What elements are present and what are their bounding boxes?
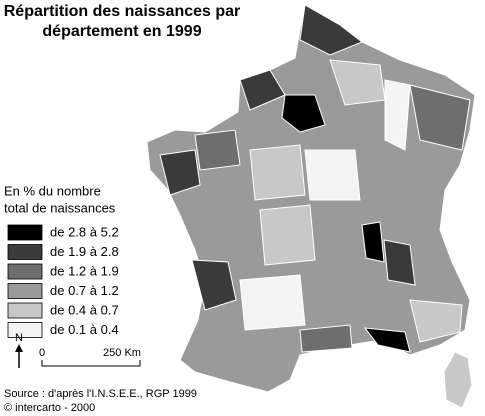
title: Répartition des naissances par: [4, 3, 241, 20]
legend-label: de 0.1 à 0.4: [50, 322, 119, 337]
region: [194, 129, 241, 171]
region: [159, 149, 201, 196]
legend-swatch: [7, 244, 43, 260]
scale-end: 250 Km: [103, 347, 141, 359]
copyright: © intercarto - 2000: [4, 402, 95, 414]
legend-label: de 0.7 à 1.2: [50, 283, 119, 298]
legend-swatch: [7, 322, 43, 338]
region: [363, 327, 411, 353]
legend-title: total de naissances: [4, 200, 116, 215]
scale-bar: [41, 360, 141, 367]
region: [299, 324, 353, 353]
legend-label: de 0.4 à 0.7: [50, 302, 119, 317]
legend-swatch: [7, 224, 43, 241]
region: [281, 94, 326, 133]
region: [361, 221, 385, 263]
scale-start: 0: [39, 347, 45, 359]
legend-label: de 1.2 à 1.9: [50, 263, 119, 278]
france-map: [146, 4, 476, 409]
corsica: [443, 351, 473, 409]
region: [191, 259, 237, 311]
scale-bar-line: [41, 360, 141, 367]
legend-swatch: [7, 263, 43, 280]
region: [239, 274, 306, 331]
legend-swatch: [7, 302, 43, 319]
region: [383, 239, 416, 286]
title: département en 1999: [42, 23, 201, 40]
region: [259, 204, 316, 266]
north-arrow: [15, 344, 23, 368]
legend-label: de 1.9 à 2.8: [50, 244, 119, 259]
north-arrow-head: [15, 344, 23, 352]
region: [249, 144, 306, 201]
north-label: N: [15, 332, 23, 344]
legend-swatch: [7, 283, 43, 299]
region: [304, 149, 361, 201]
region: [409, 84, 471, 151]
legend-title: En % du nombre: [4, 183, 101, 198]
region: [384, 79, 411, 151]
region: [299, 4, 363, 56]
legend-label: de 2.8 à 5.2: [50, 224, 119, 239]
region: [409, 299, 463, 343]
source: Source : d'après l'I.N.S.E.E., RGP 1999: [4, 388, 197, 400]
